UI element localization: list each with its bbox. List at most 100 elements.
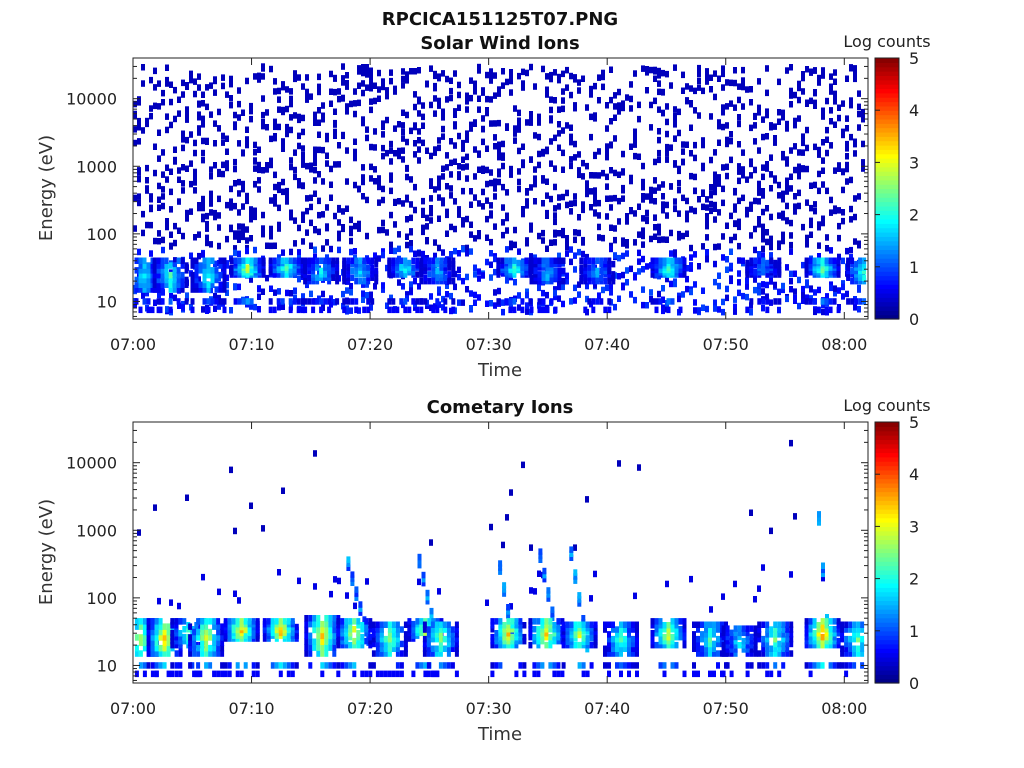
heatmap-cell — [696, 645, 700, 652]
heatmap-cell — [781, 662, 786, 669]
heatmap-cell — [769, 243, 773, 251]
heatmap-cell — [561, 257, 566, 264]
heatmap-cell — [761, 133, 765, 141]
heatmap-cell — [134, 623, 139, 630]
heatmap-cell — [297, 249, 301, 256]
colorbar-segment — [875, 669, 899, 675]
heatmap-cell — [285, 187, 289, 195]
heatmap-cell — [579, 264, 584, 271]
heatmap-cell — [661, 307, 665, 315]
heatmap-cell — [824, 618, 829, 625]
heatmap-cell — [548, 641, 553, 649]
heatmap-cell — [335, 298, 340, 305]
heatmap-cell — [757, 180, 761, 188]
heatmap-cell — [304, 650, 309, 657]
heatmap-cell — [369, 163, 373, 171]
heatmap-cell — [465, 286, 469, 293]
heatmap-cell — [585, 180, 589, 187]
heatmap-cell — [545, 178, 549, 185]
heatmap-cell — [200, 634, 205, 641]
heatmap-cell — [845, 75, 849, 82]
heatmap-cell — [817, 515, 821, 522]
heatmap-cell — [506, 633, 511, 641]
heatmap-cell — [510, 630, 515, 637]
colorbar-segment — [875, 145, 899, 150]
heatmap-cell — [489, 96, 493, 103]
heatmap-cell — [212, 639, 217, 647]
heatmap-cell — [860, 635, 865, 643]
heatmap-cell — [399, 626, 404, 633]
heatmap-cell — [156, 257, 161, 264]
colorbar-segment — [875, 548, 899, 554]
heatmap-cell — [340, 618, 345, 625]
heatmap-cell — [641, 266, 645, 273]
heatmap-cell — [753, 225, 757, 233]
heatmap-cell — [607, 274, 612, 281]
heatmap-cell — [353, 100, 357, 107]
heatmap-cell — [745, 283, 749, 290]
heatmap-cell — [181, 187, 185, 194]
heatmap-cell — [208, 644, 213, 652]
heatmap-cell — [498, 564, 503, 571]
heatmap-cell — [832, 641, 837, 649]
heatmap-cell — [209, 286, 213, 294]
heatmap-cell — [303, 264, 308, 271]
heatmap-cell — [713, 243, 717, 251]
heatmap-cell — [609, 224, 613, 231]
heatmap-cell — [797, 115, 801, 122]
heatmap-cell — [423, 264, 428, 271]
heatmap-cell — [361, 89, 365, 97]
heatmap-cell — [362, 306, 367, 314]
heatmap-cell — [833, 90, 837, 98]
heatmap-cell — [700, 650, 704, 657]
heatmap-cell — [342, 260, 347, 268]
heatmap-cell — [666, 271, 671, 278]
heatmap-cell — [549, 267, 554, 275]
heatmap-cell — [761, 298, 766, 305]
heatmap-cell — [765, 650, 770, 657]
heatmap-cell — [389, 172, 393, 179]
heatmap-cell — [808, 626, 813, 633]
heatmap-cell — [595, 274, 600, 281]
heatmap-cell — [317, 211, 321, 219]
heatmap-cell — [413, 140, 417, 147]
heatmap-cell — [565, 635, 570, 642]
heatmap-cell — [597, 148, 601, 155]
heatmap-cell — [848, 635, 853, 643]
heatmap-cell — [327, 306, 332, 314]
heatmap-cell — [641, 184, 645, 191]
heatmap-cell — [285, 86, 289, 93]
heatmap-cell — [601, 69, 605, 77]
heatmap-cell — [720, 621, 724, 628]
heatmap-cell — [190, 662, 195, 669]
heatmap-cell — [365, 126, 369, 133]
heatmap-cell — [757, 298, 762, 305]
heatmap-cell — [505, 246, 509, 253]
colorbar-segment — [875, 543, 899, 549]
heatmap-cell — [401, 283, 405, 290]
heatmap-cell — [216, 670, 221, 678]
heatmap-cell — [625, 218, 629, 225]
heatmap-cell — [577, 87, 581, 94]
heatmap-cell — [241, 185, 245, 193]
heatmap-cell — [422, 626, 427, 633]
heatmap-cell — [589, 621, 594, 628]
heatmap-cell — [158, 662, 163, 669]
heatmap-cell — [528, 626, 533, 633]
heatmap-cell — [381, 185, 385, 193]
heatmap-cell — [165, 80, 169, 87]
heatmap-cell — [565, 189, 569, 197]
heatmap-cell — [733, 187, 737, 195]
heatmap-cell — [429, 182, 433, 189]
heatmap-cell — [268, 306, 273, 314]
heatmap-cell — [349, 248, 353, 256]
heatmap-cell — [849, 133, 853, 141]
colorbar-segment — [875, 609, 899, 614]
heatmap-cell — [335, 264, 340, 271]
heatmap-cell — [557, 274, 562, 281]
heatmap-cell — [846, 271, 851, 278]
colorbar-segment — [875, 62, 899, 68]
heatmap-cell — [777, 192, 781, 199]
heatmap-cell — [637, 115, 641, 123]
heatmap-cell — [375, 645, 380, 652]
